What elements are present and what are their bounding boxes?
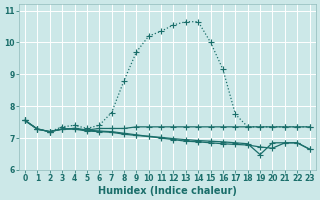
X-axis label: Humidex (Indice chaleur): Humidex (Indice chaleur) — [98, 186, 237, 196]
